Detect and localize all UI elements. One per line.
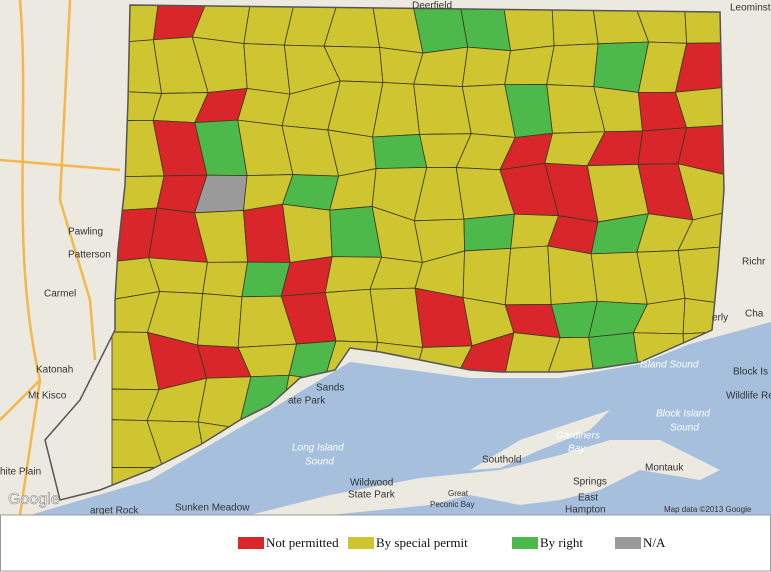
legend-swatch xyxy=(348,537,374,549)
google-logo: Google xyxy=(8,491,60,508)
town xyxy=(197,293,243,348)
water-label: Block Island xyxy=(656,409,710,420)
place-label: Leominster xyxy=(730,3,771,14)
water-label: Bay xyxy=(568,444,586,455)
town xyxy=(674,42,724,93)
place-label: arget Rock xyxy=(90,506,139,517)
place-label: hite Plain xyxy=(0,467,41,478)
place-label: State Park xyxy=(348,490,396,501)
town xyxy=(369,287,424,348)
town xyxy=(683,5,724,44)
legend-box xyxy=(0,514,771,572)
north-fork xyxy=(470,410,610,470)
legend-swatch xyxy=(615,537,641,549)
legend-swatch xyxy=(238,537,264,549)
attribution: Map data ©2013 Google xyxy=(664,505,752,514)
place-label: Katonah xyxy=(36,365,73,376)
town xyxy=(677,124,724,176)
place-label: Wildlife Re xyxy=(726,391,771,402)
place-label: Montauk xyxy=(645,463,684,474)
town xyxy=(586,163,649,223)
place-label: Block Is xyxy=(733,367,768,378)
town xyxy=(282,203,333,263)
legend-label: By special permit xyxy=(376,535,468,550)
town xyxy=(677,211,724,252)
water-label: Sound xyxy=(670,423,699,434)
town xyxy=(413,83,472,135)
legend-label: Not permitted xyxy=(266,535,339,550)
legend-label: N/A xyxy=(643,535,666,550)
water-label: Gardiners xyxy=(556,431,600,442)
place-label: Springs xyxy=(573,477,607,488)
water-label: Island Sound xyxy=(640,360,699,371)
town xyxy=(463,213,515,252)
place-label: Sands xyxy=(316,383,344,394)
place-label: Carmel xyxy=(44,289,76,300)
water-label: Long Island xyxy=(292,443,344,454)
place-label: Peconic Bay xyxy=(430,500,474,509)
place-label: Patterson xyxy=(68,250,111,261)
town xyxy=(243,43,291,95)
place-label: East xyxy=(578,493,598,504)
place-label: Deerfield xyxy=(412,1,452,12)
legend-label: By right xyxy=(540,535,583,550)
town xyxy=(504,45,555,85)
place-label: Pawling xyxy=(68,227,103,238)
place-label: Richr xyxy=(742,257,766,268)
state-outline xyxy=(44,4,725,501)
town xyxy=(462,247,512,306)
town xyxy=(372,134,428,169)
long-island xyxy=(250,440,720,515)
legend: Not permitted By special permit By right N/… xyxy=(238,535,666,550)
town xyxy=(243,203,291,263)
town xyxy=(677,163,724,221)
town xyxy=(546,43,599,88)
town xyxy=(547,245,598,305)
town xyxy=(237,88,291,127)
place-label: Cha xyxy=(745,309,764,320)
town xyxy=(674,86,724,129)
place-label: Wildwood xyxy=(350,478,393,489)
place-label: Southold xyxy=(482,455,521,466)
place-label: ate Park xyxy=(288,396,326,407)
town xyxy=(461,46,512,87)
town xyxy=(202,261,249,298)
water-label: Sound xyxy=(305,457,334,468)
place-label: Mt Kisco xyxy=(28,391,67,402)
town xyxy=(504,245,552,306)
roads xyxy=(0,0,121,516)
place-label: Great xyxy=(448,489,469,498)
place-label: Hampton xyxy=(565,505,606,516)
legend-swatch xyxy=(512,537,538,549)
place-label: erly xyxy=(712,313,728,324)
place-label: Sunken Meadow xyxy=(175,503,250,514)
